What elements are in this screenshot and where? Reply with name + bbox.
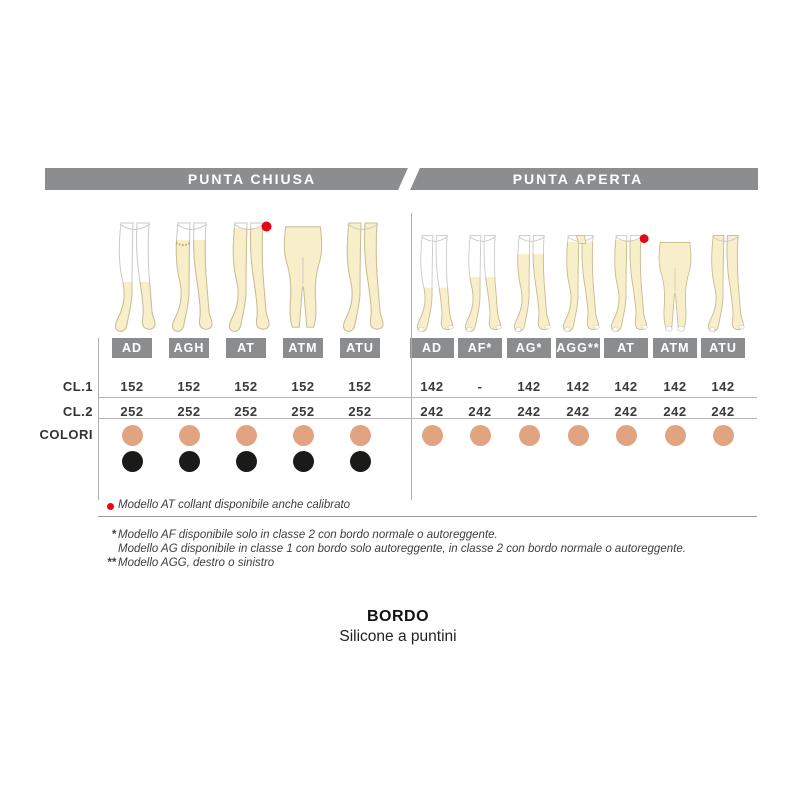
cl2-value: 242: [614, 404, 638, 419]
leg-figure-atm: [652, 220, 698, 337]
cl2-value: 242: [468, 404, 492, 419]
cl1-value: 152: [120, 379, 144, 394]
model-header-ATU: ATU: [701, 338, 745, 358]
cl2-value: 252: [120, 404, 144, 419]
leg-figure-at: [219, 220, 273, 337]
color-dot-beige: [235, 425, 257, 446]
band-slash-divider: [397, 167, 421, 191]
footnote-text: Modello AF disponibile solo in classe 2 …: [118, 529, 498, 541]
footnote-agg: ** Modello AGG, destro o sinistro: [107, 557, 275, 569]
model-header-AD: AD: [410, 338, 454, 358]
cl1-value: 152: [177, 379, 201, 394]
model-header-ATU: ATU: [340, 338, 380, 358]
band-label-punta-aperta: PUNTA APERTA: [512, 171, 644, 187]
toe-style-band: PUNTA CHIUSA PUNTA APERTA: [45, 167, 758, 191]
color-dot-beige: [664, 425, 686, 446]
row-divider-cl2: [98, 418, 757, 419]
bordo-title: BORDO: [366, 608, 430, 625]
color-dot-beige: [349, 425, 371, 446]
model-header-ATM: ATM: [653, 338, 697, 358]
model-header-ATM: ATM: [283, 338, 323, 358]
table-left-border: [98, 338, 99, 500]
cl1-value: 152: [348, 379, 372, 394]
color-dot-beige: [518, 425, 540, 446]
model-header-AT: AT: [226, 338, 266, 358]
footnote-text: Modello AG disponibile in classe 1 con b…: [118, 543, 686, 555]
cl1-value: -: [477, 379, 483, 394]
model-header-AF: AF*: [458, 338, 502, 358]
table-footnote-at: Modello AT collant disponibile anche cal…: [118, 499, 351, 511]
footnote-marker: *: [111, 529, 116, 541]
model-header-AGG: AGG**: [556, 338, 600, 358]
footnote-ag: Modello AG disponibile in classe 1 con b…: [118, 543, 686, 555]
leg-figure-atu: [333, 220, 387, 337]
color-dot-beige: [567, 425, 589, 446]
cl1-value: 142: [566, 379, 590, 394]
color-dot-beige: [121, 425, 143, 446]
color-dot-beige: [292, 425, 314, 446]
cl1-value: 152: [234, 379, 258, 394]
leg-figure-atu: [700, 220, 746, 337]
color-dot-beige: [178, 425, 200, 446]
cl2-value: 242: [711, 404, 735, 419]
leg-figure-ad: [409, 220, 455, 337]
leg-figure-af: [457, 220, 503, 337]
cl2-value: 252: [177, 404, 201, 419]
row-label-cl2: CL.2: [62, 404, 93, 419]
leg-figure-ad: [105, 220, 159, 337]
cl2-value: 242: [517, 404, 541, 419]
cl1-value: 142: [517, 379, 541, 394]
color-dot-black: [235, 451, 257, 472]
cl2-value: 252: [291, 404, 315, 419]
cl1-value: 142: [614, 379, 638, 394]
band-label-punta-chiusa: PUNTA CHIUSA: [187, 171, 317, 187]
cl1-value: 142: [711, 379, 735, 394]
bordo-subtitle: Silicone a puntini: [339, 628, 457, 645]
leg-figure-at: [603, 220, 649, 337]
row-divider-cl1: [98, 397, 757, 398]
cl1-value: 152: [291, 379, 315, 394]
cl1-value: 142: [420, 379, 444, 394]
color-dot-black: [349, 451, 371, 472]
color-dot-beige: [469, 425, 491, 446]
cl2-value: 252: [348, 404, 372, 419]
section-divider-line: [411, 213, 412, 500]
model-header-AT: AT: [604, 338, 648, 358]
cl2-value: 242: [663, 404, 687, 419]
cl2-value: 252: [234, 404, 258, 419]
model-header-AD: AD: [112, 338, 152, 358]
cl2-value: 242: [566, 404, 590, 419]
footnote-af: * Modello AF disponibile solo in classe …: [112, 529, 498, 541]
model-header-AG: AG*: [507, 338, 551, 358]
color-dot-black: [121, 451, 143, 472]
footnote-text: Modello AGG, destro o sinistro: [118, 557, 275, 569]
row-label-cl1: CL.1: [62, 379, 93, 394]
model-header-AGH: AGH: [169, 338, 209, 358]
row-label-colori: COLORI: [39, 427, 93, 442]
leg-figure-atm: [276, 220, 330, 337]
footnote-marker: **: [107, 557, 116, 569]
table-bottom-border: [98, 516, 757, 517]
red-bullet-icon: [107, 503, 114, 510]
cl1-value: 142: [663, 379, 687, 394]
leg-figure-agg: [555, 220, 601, 337]
leg-figure-agh: [162, 220, 216, 337]
color-dot-beige: [712, 425, 734, 446]
color-dot-black: [292, 451, 314, 472]
color-dot-beige: [421, 425, 443, 446]
leg-figure-ag: [506, 220, 552, 337]
color-dot-black: [178, 451, 200, 472]
color-dot-beige: [615, 425, 637, 446]
cl2-value: 242: [420, 404, 444, 419]
